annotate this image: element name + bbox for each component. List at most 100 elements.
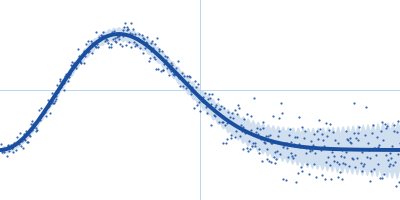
Point [252,144,258,147]
Point [375,163,382,166]
Point [334,175,341,178]
Point [65,74,72,78]
Point [71,62,77,65]
Point [201,99,207,102]
Point [249,144,255,147]
Point [302,146,309,150]
Point [72,64,78,68]
Point [299,125,306,129]
Point [190,90,196,93]
Point [382,127,389,130]
Point [99,34,105,37]
Point [313,176,319,179]
Point [292,154,298,157]
Point [120,28,127,31]
Point [108,42,114,45]
Point [338,155,344,158]
Point [386,164,392,167]
Point [306,147,313,150]
Point [253,130,259,134]
Point [92,45,98,48]
Point [381,172,387,175]
Point [316,118,322,122]
Point [378,129,384,132]
Point [117,43,124,46]
Point [213,104,219,107]
Point [278,112,285,115]
Point [170,73,176,76]
Point [0,147,7,150]
Point [205,97,211,101]
Point [367,179,374,182]
Point [371,168,378,171]
Point [223,138,230,141]
Point [34,129,40,132]
Point [164,66,171,69]
Point [96,38,103,41]
Point [282,142,288,145]
Point [334,161,340,164]
Point [176,76,182,79]
Point [20,132,27,135]
Point [176,77,183,80]
Point [32,121,38,124]
Point [394,120,400,123]
Point [202,106,209,109]
Point [28,122,34,125]
Point [0,148,6,151]
Point [256,151,262,154]
Point [328,177,334,180]
Point [358,161,364,164]
Point [9,146,16,149]
Point [391,123,398,126]
Point [48,91,55,94]
Point [85,51,92,54]
Point [246,140,252,143]
Point [152,57,159,60]
Point [158,69,164,72]
Point [61,89,68,92]
Point [180,80,187,83]
Point [145,44,152,47]
Point [279,145,286,148]
Point [346,165,352,168]
Point [112,40,119,43]
Point [104,33,111,36]
Point [289,154,295,158]
Point [67,73,73,76]
Point [111,30,117,33]
Point [266,159,272,163]
Point [153,67,160,70]
Point [202,91,208,94]
Point [219,120,226,123]
Point [259,121,266,124]
Point [2,148,8,151]
Point [155,68,161,71]
Point [134,43,140,46]
Point [52,94,59,98]
Point [283,142,290,145]
Point [214,111,220,114]
Point [254,132,261,135]
Point [116,38,122,41]
Point [122,22,128,25]
Point [208,103,214,106]
Point [224,121,230,124]
Point [354,156,360,159]
Point [343,150,350,153]
Point [379,176,386,179]
Point [362,106,369,109]
Point [374,146,381,149]
Point [162,54,168,57]
Point [234,104,241,107]
Point [390,129,397,133]
Point [222,124,228,127]
Point [171,74,177,77]
Point [239,148,246,151]
Point [349,156,355,160]
Point [350,157,356,160]
Point [300,146,306,149]
Point [293,181,299,184]
Point [168,61,174,64]
Point [128,45,135,48]
